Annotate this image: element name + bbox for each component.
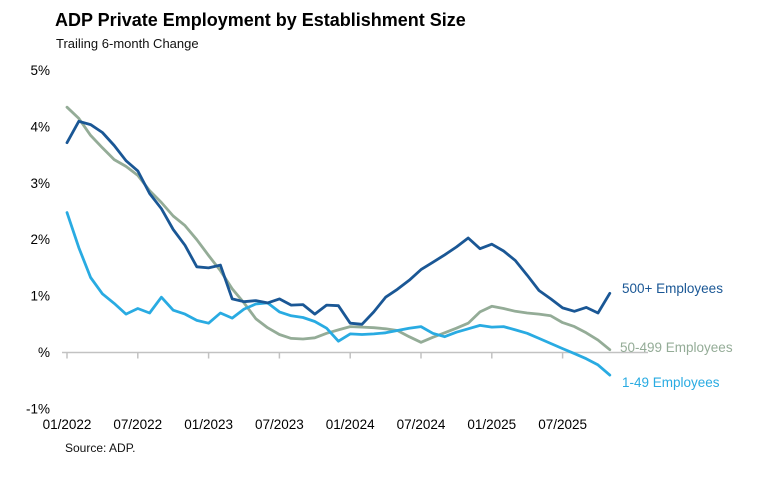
y-axis-label: 3% (30, 176, 50, 191)
x-axis-label: 01/2025 (467, 417, 516, 432)
x-axis-label: 01/2024 (326, 417, 375, 432)
y-axis-label: 5% (30, 63, 50, 78)
y-axis-label: 4% (30, 119, 50, 134)
x-axis-label: 01/2022 (43, 417, 92, 432)
x-axis-label: 01/2023 (184, 417, 233, 432)
x-axis-label: 07/2025 (538, 417, 587, 432)
series-label-50-499-employees: 50-499 Employees (620, 340, 733, 355)
series-label-1-49-employees: 1-49 Employees (622, 375, 720, 390)
source-note: Source: ADP. (65, 441, 136, 455)
x-axis-label: 07/2022 (113, 417, 162, 432)
chart-title: ADP Private Employment by Establishment … (55, 10, 466, 30)
x-axis-label: 07/2023 (255, 417, 304, 432)
line-50-499-employees (65, 105, 612, 352)
y-axis-label: 2% (30, 232, 50, 247)
x-axis-label: 07/2024 (397, 417, 446, 432)
chart-subtitle: Trailing 6-month Change (56, 36, 199, 51)
line-500-employees (65, 119, 612, 326)
y-axis-label: -1% (26, 401, 50, 416)
y-axis-label: % (38, 345, 50, 360)
y-axis-label: 1% (30, 289, 50, 304)
series-label-500plus-employees: 500+ Employees (622, 281, 723, 296)
line-1-49-employees (65, 211, 612, 377)
